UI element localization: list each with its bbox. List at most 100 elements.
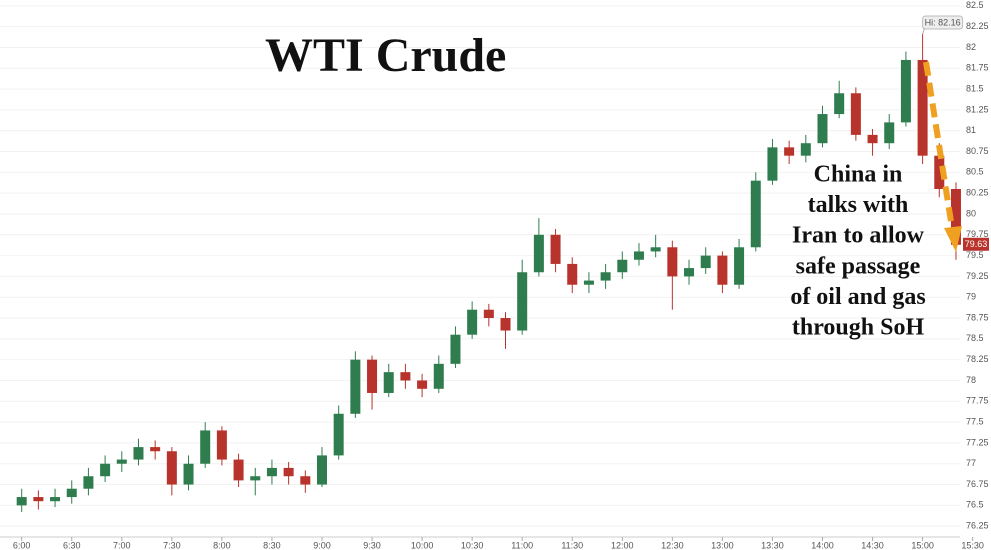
x-tick-label: 14:30 (861, 540, 884, 550)
candle-body (734, 247, 745, 285)
candle-body (333, 413, 344, 456)
annotation-line: Iran to allow (792, 223, 925, 249)
y-tick-label: 81 (966, 125, 976, 135)
y-tick-label: 78.75 (966, 312, 989, 322)
candle-body (200, 430, 211, 464)
candle-body (934, 155, 945, 189)
candle-body (950, 188, 961, 245)
candle-body (600, 272, 611, 281)
y-tick-label: 78.25 (966, 354, 989, 364)
candle-body (350, 359, 361, 414)
y-tick-label: 81.25 (966, 104, 989, 114)
trend-arrow (923, 61, 962, 252)
candle-body (667, 247, 678, 277)
y-tick-label: 80 (966, 208, 976, 218)
x-tick-label: 11:00 (511, 540, 533, 550)
candle-body (567, 263, 578, 285)
y-tick-label: 79.25 (966, 271, 989, 281)
last-price-box (963, 237, 989, 251)
candle-body (700, 255, 711, 269)
candle-body (684, 268, 695, 277)
candle-body (433, 363, 444, 389)
y-tick-label: 80.75 (966, 146, 989, 156)
candle-body (367, 359, 378, 393)
candle-body (550, 234, 561, 264)
y-tick-label: 80.5 (966, 167, 984, 177)
high-label-box (922, 15, 964, 30)
chart-title: WTI Crude (265, 29, 506, 82)
candle-body (250, 476, 261, 481)
annotation-line: through SoH (792, 315, 925, 341)
x-tick-label: 7:00 (113, 540, 131, 550)
candle-body (500, 318, 511, 331)
candle-body (300, 476, 311, 485)
annotation-line: talks with (808, 192, 909, 218)
x-tick-label: 13:00 (711, 540, 734, 550)
candle-body (784, 147, 795, 156)
x-tick-label: 15:00 (911, 540, 934, 550)
candle-body (817, 114, 828, 144)
grid (0, 5, 960, 527)
candle-body (467, 309, 478, 335)
x-tick-label: 15:30 (961, 540, 984, 550)
y-tick-label: 79 (966, 292, 976, 302)
y-tick-label: 76.5 (966, 500, 984, 510)
candle-body (283, 467, 294, 477)
annotation: China in talks with Iran to allow safe pass… (790, 162, 925, 341)
candle-body (133, 447, 144, 460)
y-tick-label: 77.5 (966, 416, 984, 426)
candle-body (383, 372, 394, 393)
x-tick-label: 7:30 (163, 540, 181, 550)
y-tick-label: 78.5 (966, 333, 984, 343)
y-tick-label: 82.25 (966, 21, 989, 31)
x-tick-label: 6:30 (63, 540, 81, 550)
candle-body (884, 122, 895, 144)
x-tick-label: 9:30 (363, 540, 381, 550)
y-tick-label: 76.75 (966, 479, 989, 489)
candle-body (800, 143, 811, 156)
candle-body (900, 59, 911, 123)
candle-body (417, 380, 428, 389)
candle-body (50, 497, 61, 502)
x-tick-label: 9:00 (313, 540, 331, 550)
x-tick-label: 13:30 (761, 540, 784, 550)
y-tick-label: 79.5 (966, 250, 984, 260)
x-tick-label: 11:30 (561, 540, 583, 550)
annotation-line: safe passage (796, 253, 921, 279)
arrow-shaft (923, 61, 955, 229)
candle-body (83, 476, 94, 489)
x-tick-label: 14:00 (811, 540, 834, 550)
candle-body (850, 93, 861, 135)
x-tick-label: 10:00 (411, 540, 434, 550)
arrow-head (944, 226, 962, 252)
y-tick-label: 77.75 (966, 396, 989, 406)
y-tick-label: 82.5 (966, 0, 984, 10)
annotation-line: China in (814, 162, 903, 188)
x-tick-label: 12:00 (611, 540, 634, 550)
x-tick-label: 8:30 (263, 540, 281, 550)
x-tick-label: 6:00 (13, 540, 31, 550)
candle-body (216, 430, 227, 460)
candle-body (867, 134, 878, 144)
y-tick-label: 77.25 (966, 437, 989, 447)
high-label: Hi: 82.16 (925, 17, 961, 27)
candle-body (517, 272, 528, 331)
candles (16, 34, 961, 513)
candle-body (750, 180, 761, 248)
candle-body (33, 497, 44, 502)
candle-body (834, 93, 845, 115)
candle-body (633, 251, 644, 260)
y-tick-label: 76.25 (966, 521, 989, 531)
x-tick-label: 10:30 (461, 540, 484, 550)
candle-body (483, 309, 494, 319)
y-tick-label: 80.25 (966, 188, 989, 198)
last-price-label: 79.63 (965, 239, 988, 249)
candle-body (266, 467, 277, 477)
candle-body (150, 447, 161, 452)
candle-body (100, 463, 111, 477)
candle-body (450, 334, 461, 364)
candle-body (116, 459, 127, 464)
annotation-line: of oil and gas (790, 284, 925, 310)
